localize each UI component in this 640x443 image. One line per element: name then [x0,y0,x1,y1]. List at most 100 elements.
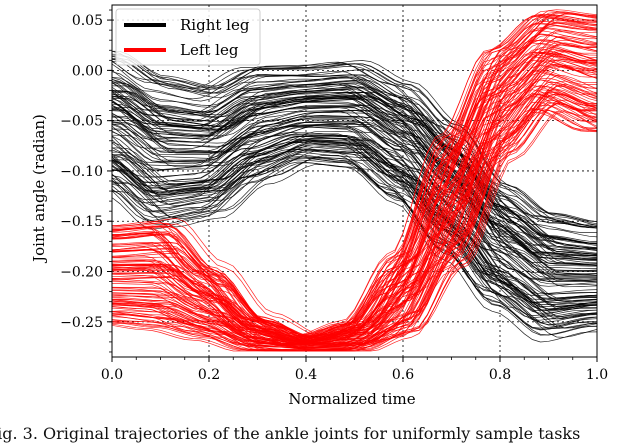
trajectory-line [111,16,597,338]
trajectory-line [111,119,598,276]
trajectory-line [111,123,598,286]
trajectory-line [111,14,598,342]
trajectory-line [111,109,598,276]
trajectory-line [111,142,598,314]
trajectory-line [111,63,598,349]
y-tick-label: −0.05 [60,114,103,130]
trajectory-line [111,111,598,347]
trajectory-line [111,135,598,307]
trajectory-line [111,106,598,269]
axes: 0.0 0.2 0.4 0.6 0.8 1.0 0.05 0.00 −0.05 −0.10 −0.1… [60,9,608,383]
x-tick-label: 0.8 [489,367,511,383]
y-tick-label: 0.00 [72,63,103,79]
trajectory-line [111,121,598,276]
trajectory-line [111,89,597,250]
trajectory-line [111,55,598,226]
trajectory-line [111,159,598,321]
trajectory-line [111,154,598,330]
trajectory-line [111,11,598,344]
y-axis-label: Joint angle (radian) [30,114,48,264]
trajectory-line [111,157,598,329]
trajectory-line [111,63,598,229]
trajectory-line [111,99,598,348]
trajectory-line [111,139,598,317]
trajectory-line [111,80,598,244]
trajectory-line [111,122,598,282]
trajectory-line [111,88,598,255]
trajectory-line [111,79,598,247]
trajectory-line [111,146,598,312]
chart: 0.0 0.2 0.4 0.6 0.8 1.0 0.05 0.00 −0.05 −0.10 −0.1… [30,4,608,408]
trajectory-line [111,85,598,249]
x-tick-label: 0.6 [392,367,414,383]
trajectory-line [111,60,598,229]
figure-caption: Fig. 3. Original trajectories of the ank… [0,424,581,443]
trajectory-line [111,140,598,300]
trajectory-line [111,9,598,343]
trajectory-line [111,91,598,261]
y-tick-label: −0.10 [60,164,103,180]
trajectory-line [111,108,598,352]
x-axis-label: Normalized time [288,390,415,408]
trajectory-line [111,118,598,295]
trajectory-line [111,124,598,280]
trajectory-line [112,80,598,347]
trajectory-line [111,69,598,345]
trajectory-line [111,91,598,348]
legend: Right leg Left leg [115,8,261,66]
y-tick-label: −0.20 [60,265,103,281]
trajectory-line [111,123,598,283]
trajectory-line [111,34,598,341]
trajectory-line [111,60,598,344]
legend-label-left-leg: Left leg [180,41,239,59]
trajectory-line [111,150,598,318]
trajectory-line [111,115,598,278]
trajectory-line [111,148,598,316]
trajectory-line [111,164,598,338]
trajectory-line [111,77,598,242]
trajectory-line [111,151,597,319]
trajectory-line [111,52,598,343]
x-tick-label: 0.0 [101,367,123,383]
trajectory-line [111,53,598,337]
trajectory-line [111,101,598,271]
legend-label-right-leg: Right leg [180,16,250,34]
trajectory-line [111,76,598,248]
trajectory-line [111,95,598,260]
trajectory-line [111,144,598,317]
trajectory-line [111,149,598,326]
trajectory-line [111,90,598,251]
trajectory-line [111,141,598,303]
trajectory-line [111,116,598,279]
trajectory-line [111,109,598,351]
trajectory-line [111,110,597,274]
trajectory-line [112,89,598,348]
trajectory-line [111,97,598,262]
trajectory-line [112,72,598,341]
trajectory-line [111,39,598,337]
trajectory-line [111,126,598,295]
trajectory-line [111,66,598,344]
trajectory-line [111,95,598,352]
trajectory-line [112,146,598,310]
trajectory-line [111,161,598,343]
trajectory-line [112,48,598,342]
trajectory-line [111,102,598,349]
trajectory-line [111,22,598,339]
trajectory-line [111,14,598,339]
series-right-leg [111,50,598,343]
trajectory-line [111,139,598,310]
trajectory-line [111,61,597,227]
trajectory-line [111,162,598,336]
trajectory-line [111,13,598,337]
x-tick-label: 1.0 [586,367,608,383]
trajectory-line [111,83,598,250]
y-tick-label: −0.25 [60,315,103,331]
trajectory-line [111,55,598,227]
trajectory-line [111,57,598,228]
y-tick-label: 0.05 [72,13,103,29]
trajectory-line [111,37,598,340]
trajectory-line [111,88,598,351]
x-tick-label: 0.2 [198,367,220,383]
plot-area [111,9,598,352]
